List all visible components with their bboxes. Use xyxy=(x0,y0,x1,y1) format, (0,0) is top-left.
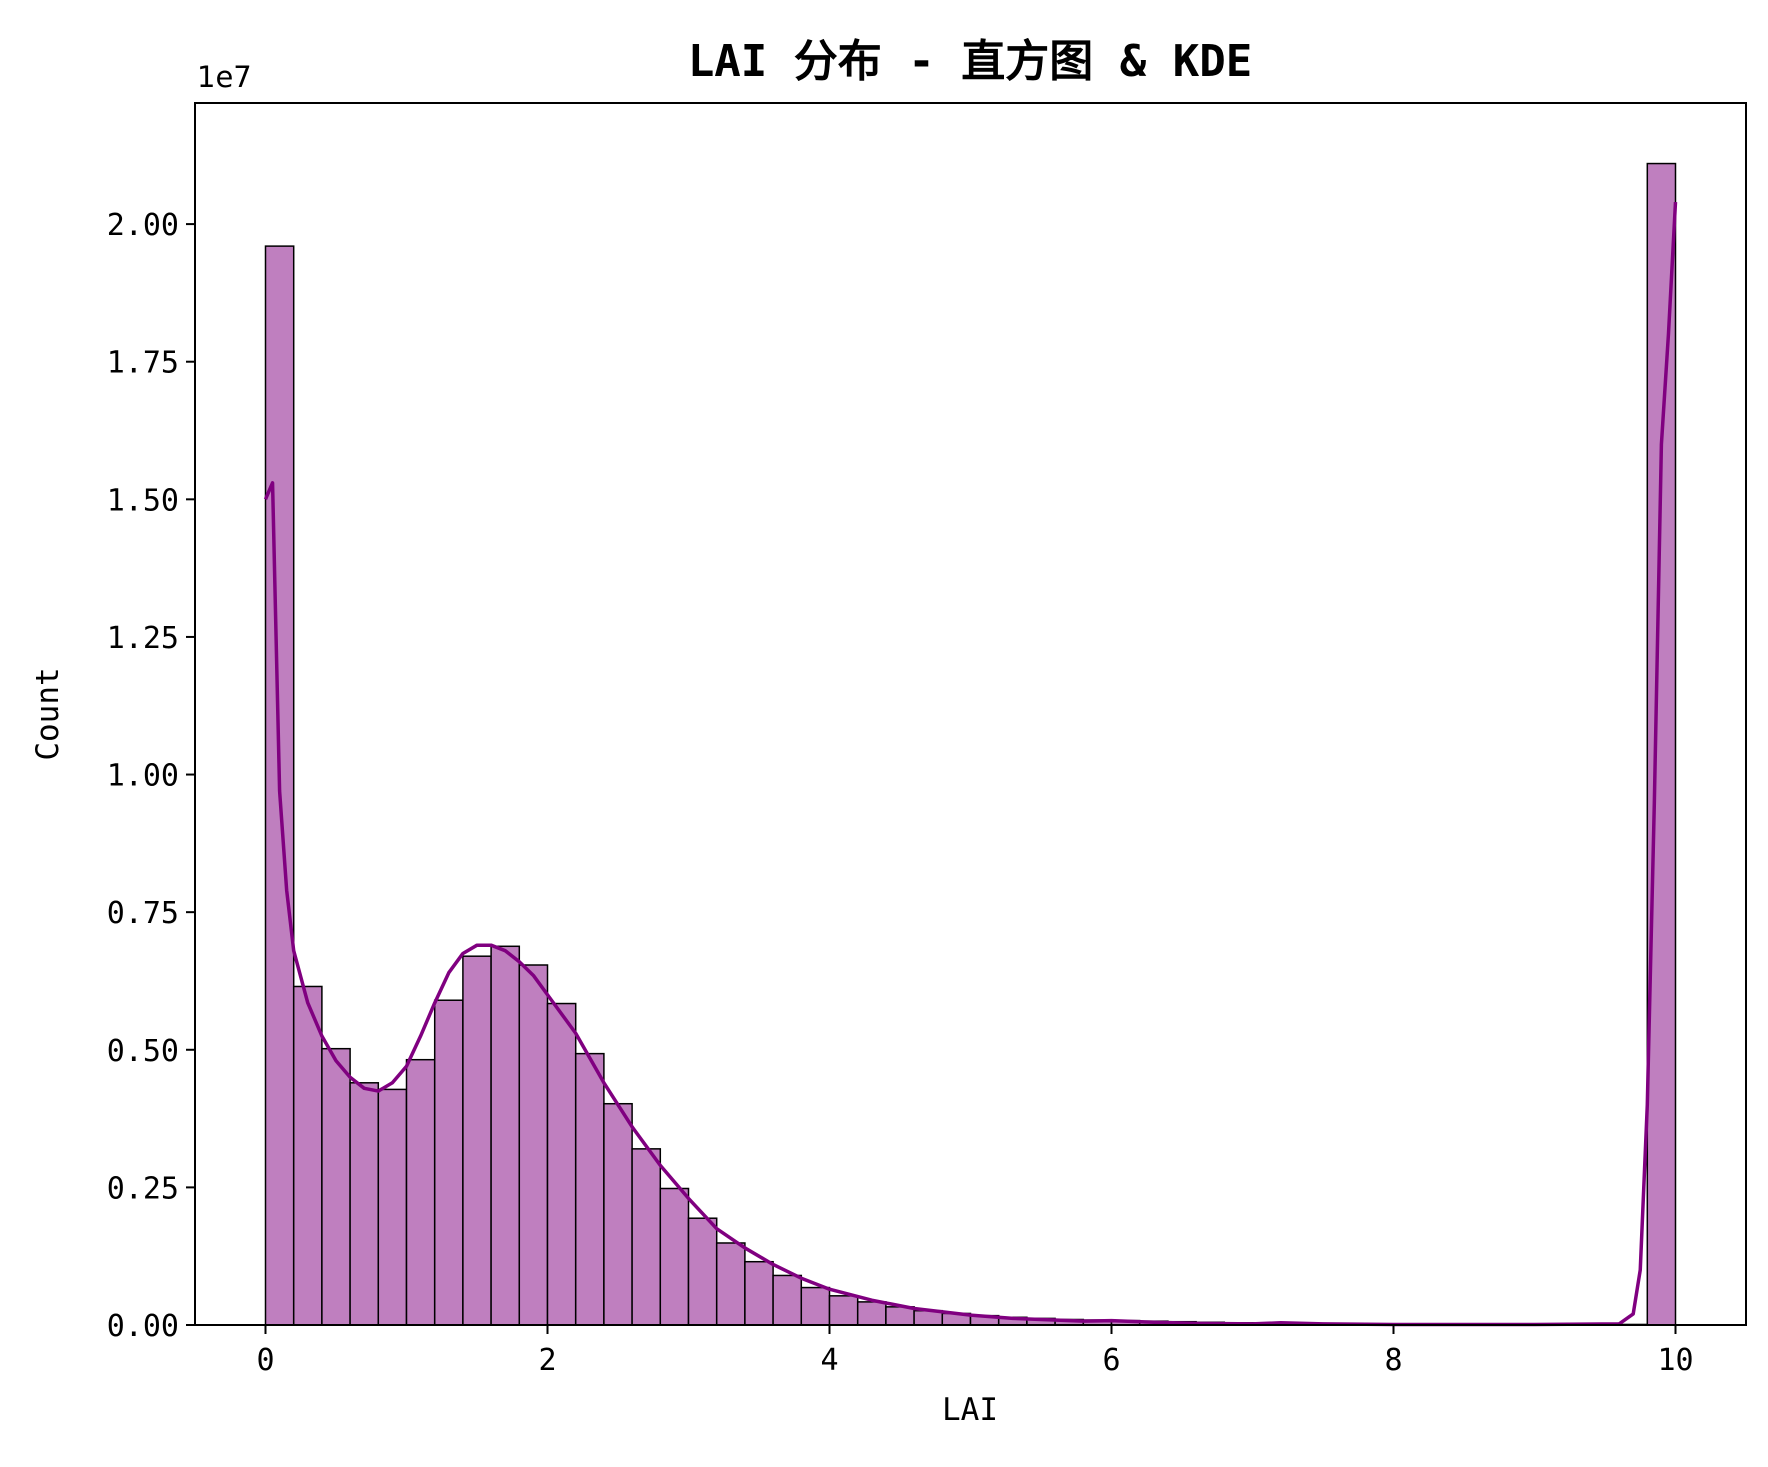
histogram-bar xyxy=(744,1260,774,1326)
x-axis-label: LAI xyxy=(942,1392,998,1428)
histogram-bar xyxy=(349,1082,380,1326)
chart-title: LAI 分布 - 直方图 & KDE xyxy=(688,36,1252,87)
histogram-bar xyxy=(631,1148,662,1326)
x-tick-label: 6 xyxy=(1102,1343,1120,1378)
histogram-bar xyxy=(885,1306,915,1326)
y-tick-label: 1.25 xyxy=(107,621,179,656)
histogram-bar xyxy=(1646,162,1677,1326)
histogram-bar xyxy=(321,1047,351,1326)
x-tick-label: 4 xyxy=(820,1343,838,1378)
histogram-bar xyxy=(377,1088,408,1326)
histogram-bar xyxy=(800,1286,831,1326)
y-axis-ticks: 0.00 0.25 0.50 0.75 1.00 1.25 1.50 1.75 2.00 xyxy=(107,208,195,1344)
x-tick-label: 2 xyxy=(538,1343,556,1378)
y-tick-label: 0.75 xyxy=(107,896,179,931)
histogram-bar xyxy=(518,964,549,1326)
histogram-bar xyxy=(462,955,492,1326)
histogram-bar xyxy=(405,1058,436,1326)
plot-frame xyxy=(194,102,1747,1326)
histogram-bar xyxy=(292,985,323,1326)
histogram-bar xyxy=(856,1301,887,1326)
histogram-bar xyxy=(490,945,521,1326)
histogram-bar xyxy=(715,1242,746,1326)
histogram-bar xyxy=(574,1052,605,1326)
y-offset-label: 1e7 xyxy=(197,60,252,94)
y-axis-label: Count xyxy=(30,667,66,760)
y-tick-label: 1.50 xyxy=(107,483,179,518)
histogram-bar xyxy=(772,1274,803,1326)
histogram-bar xyxy=(687,1217,718,1326)
y-tick-label: 0.00 xyxy=(107,1309,179,1344)
histogram-bar xyxy=(659,1187,690,1326)
x-tick-label: 10 xyxy=(1657,1343,1693,1378)
x-axis-ticks: 0 2 4 6 8 10 xyxy=(256,1325,1694,1378)
histogram-bar xyxy=(433,999,464,1326)
y-tick-label: 1.75 xyxy=(107,346,179,381)
y-tick-label: 2.00 xyxy=(107,208,179,243)
y-tick-label: 0.50 xyxy=(107,1034,179,1069)
histogram-bar xyxy=(546,1002,577,1326)
histogram-bar xyxy=(603,1102,633,1326)
x-tick-label: 8 xyxy=(1384,1343,1402,1378)
y-tick-label: 1.00 xyxy=(107,759,179,794)
x-tick-label: 0 xyxy=(256,1343,274,1378)
histogram-bar xyxy=(828,1295,859,1326)
y-tick-label: 0.25 xyxy=(107,1171,179,1206)
